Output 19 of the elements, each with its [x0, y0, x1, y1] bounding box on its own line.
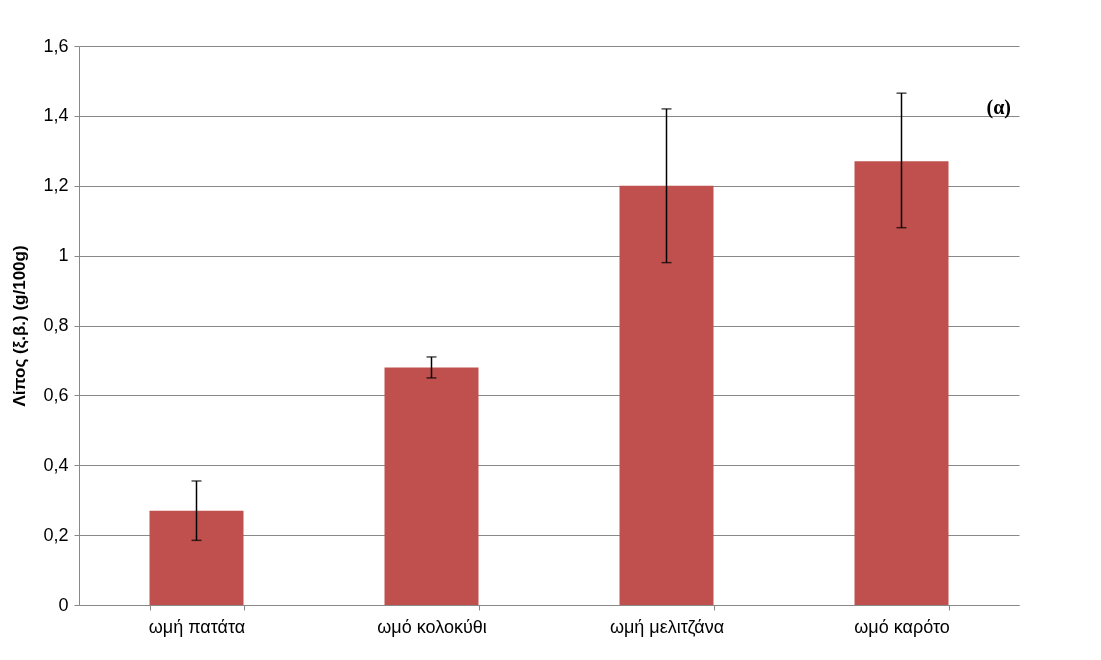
y-tick-label: 0,6: [43, 384, 69, 405]
x-tick-label: ωμό κολοκύθι: [377, 616, 487, 637]
bar: [384, 367, 479, 605]
x-tick-label: ωμό καρότο: [854, 616, 950, 637]
bar: [619, 185, 714, 605]
y-axis-title: Λίπος (ξ.β.) (g/100g): [10, 245, 30, 407]
y-tick-label: 1,2: [43, 175, 69, 196]
x-tick-label: ωμή μελιτζάνα: [609, 616, 725, 637]
y-tick-label: 1: [58, 245, 69, 266]
bar: [149, 510, 244, 605]
y-tick-label: 1,6: [43, 35, 69, 56]
y-tick-label: 0,8: [43, 315, 69, 335]
y-tick-label: 1,4: [43, 105, 69, 126]
x-tick-label: ωμή πατάτα: [148, 616, 246, 637]
y-tick-label: 0,4: [43, 454, 69, 475]
bar: [854, 161, 949, 605]
annotation: (α): [986, 96, 1011, 119]
y-tick-label: 0,2: [43, 524, 69, 545]
y-tick-label: 0: [58, 594, 69, 615]
